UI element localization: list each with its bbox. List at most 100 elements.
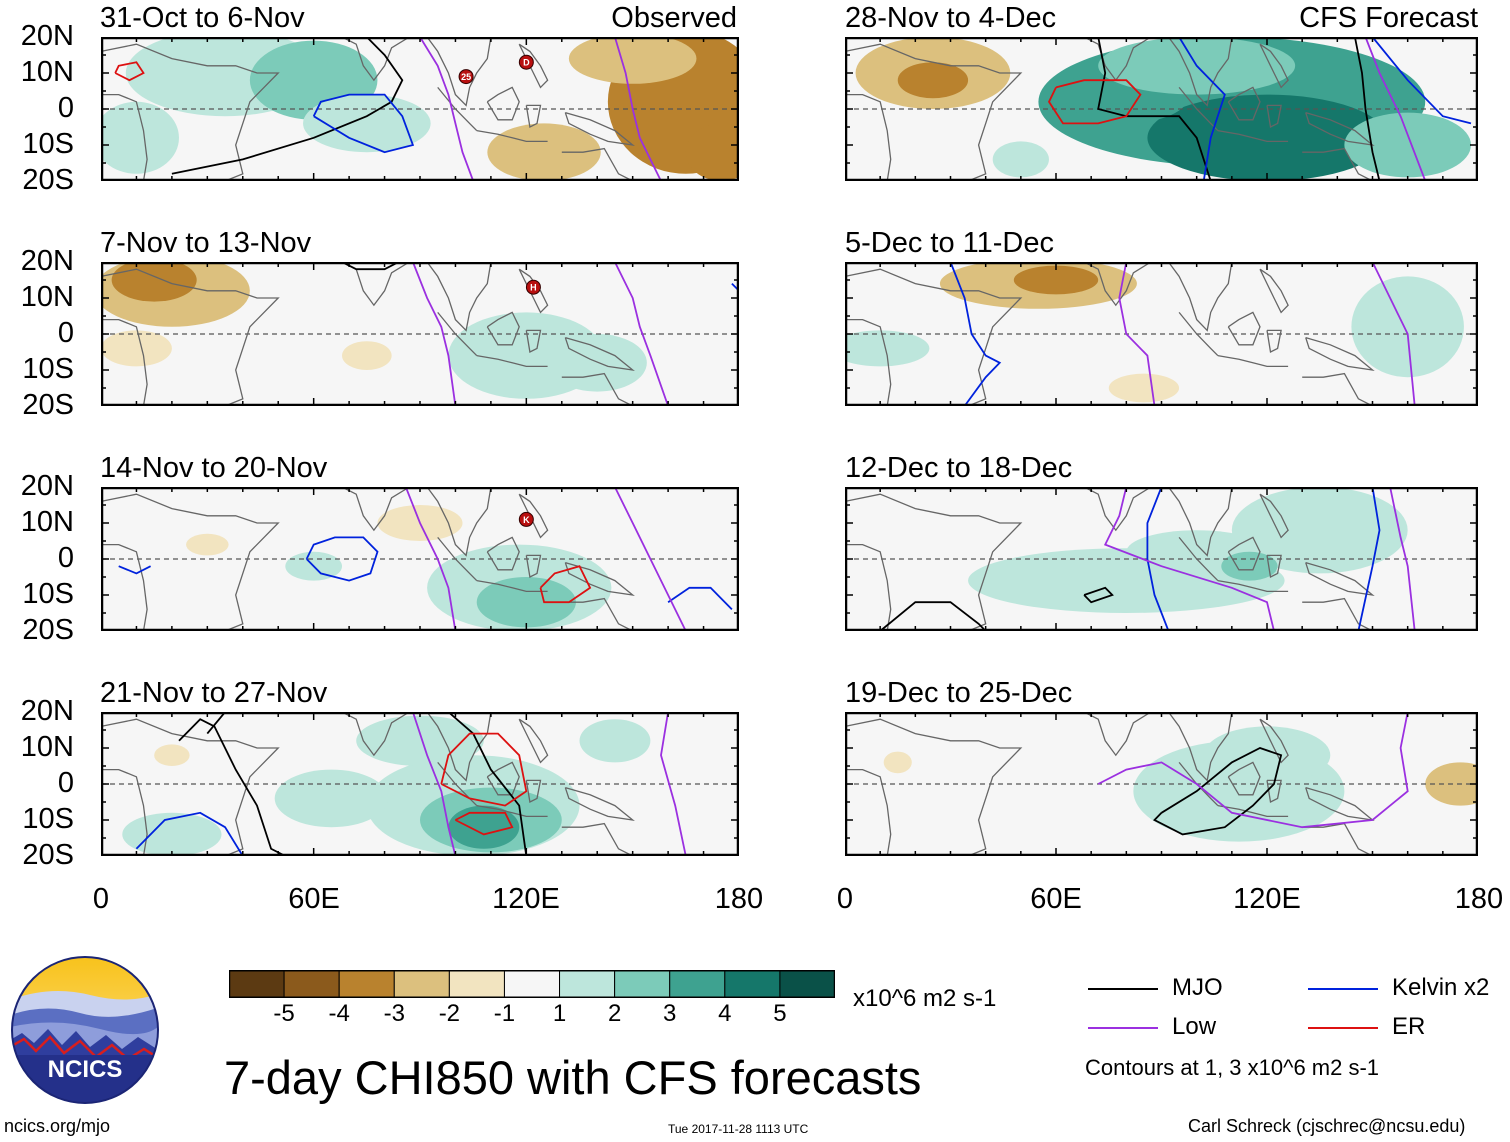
panel-tag-observed: Observed <box>611 2 737 34</box>
colorbar-swatch <box>669 970 726 998</box>
x-tick-right-180: 180 <box>1454 883 1504 915</box>
y-tick-label: 20N <box>20 245 74 277</box>
contour-line <box>135 811 244 856</box>
colorbar-label: 2 <box>607 1000 622 1027</box>
coastline <box>845 493 1023 631</box>
plot-panel-6 <box>845 262 1478 406</box>
colorbar-swatch <box>393 970 450 998</box>
panel-title-8: 19-Dec to 25-Dec <box>845 677 1073 709</box>
plot-panel-8 <box>845 712 1478 856</box>
coastline <box>1259 493 1289 539</box>
coastline <box>845 93 892 181</box>
footer-timestamp: Tue 2017-11-28 1113 UTC <box>668 1122 809 1136</box>
coastline <box>1302 147 1373 181</box>
y-tick-label: 0 <box>57 317 74 349</box>
coastline <box>486 761 520 796</box>
anomaly-region <box>1344 112 1471 178</box>
anomaly-region <box>487 123 601 181</box>
coastline <box>101 543 148 631</box>
colorbar-swatch <box>503 970 561 998</box>
colorbar-label: 1 <box>552 1000 567 1027</box>
coastline <box>101 268 280 406</box>
coastline <box>1178 761 1219 807</box>
storm-marker: 25 <box>458 69 474 85</box>
panel-title-1: 31-Oct to 6-Nov <box>100 2 305 34</box>
anomaly-region <box>1351 276 1464 378</box>
coastline <box>1305 561 1375 596</box>
coastline <box>341 487 410 532</box>
y-tick-label: 20S <box>22 839 74 871</box>
coastline <box>437 761 478 807</box>
legend-line-mjo <box>1088 988 1158 990</box>
plot-panel-1: 25 D <box>101 37 739 181</box>
svg-text:H: H <box>530 283 537 293</box>
colorbar-swatch <box>779 970 835 998</box>
coastline <box>101 43 280 181</box>
coastline <box>845 768 892 856</box>
coastline <box>426 487 492 557</box>
legend-line-low <box>1088 1027 1158 1029</box>
y-tick-label: 20N <box>20 695 74 727</box>
contour-line <box>305 536 379 582</box>
coastline <box>1217 129 1289 143</box>
contour-line <box>404 487 457 631</box>
plot-panel-3: K <box>101 487 739 631</box>
y-tick-label: 10S <box>22 128 74 160</box>
coastline <box>561 597 633 631</box>
anomaly-region <box>154 744 190 766</box>
coastline <box>845 718 1023 856</box>
anomaly-region <box>101 330 172 367</box>
contours-note: Contours at 1, 3 x10^6 m2 s-1 <box>1085 1055 1380 1080</box>
coastline <box>561 372 633 406</box>
contour-line <box>660 712 687 856</box>
coastline <box>845 543 892 631</box>
colorbar-swatch <box>229 970 285 998</box>
coastline <box>1259 43 1289 89</box>
coastline <box>525 779 542 803</box>
contour-line <box>539 565 592 604</box>
y-tick-label: 10N <box>20 56 74 88</box>
panel-title-5: 28-Nov to 4-Dec <box>845 2 1057 34</box>
coastline <box>1266 104 1282 128</box>
storm-marker: D <box>518 54 534 70</box>
coastline <box>1167 487 1233 557</box>
coastline <box>1217 804 1289 818</box>
x-tick-right-0: 0 <box>836 883 854 915</box>
contour-line <box>412 712 457 856</box>
y-tick-label: 20S <box>22 164 74 196</box>
coastline <box>1259 268 1289 314</box>
colorbar-label: 3 <box>663 1000 677 1027</box>
footer-url: ncics.org/mjo <box>4 1116 111 1136</box>
contour-line <box>171 37 404 175</box>
colorbar-swatch <box>724 970 781 998</box>
coastline <box>1178 311 1219 357</box>
contour-line <box>1146 487 1170 631</box>
contour-line <box>1371 262 1416 406</box>
panel-title-4: 21-Nov to 27-Nov <box>100 677 328 709</box>
footer-author: Carl Schreck (cjschrec@ncsu.edu) <box>1188 1116 1466 1136</box>
anomaly-region <box>122 812 222 856</box>
anomaly-region <box>476 577 576 628</box>
coastline <box>1266 779 1282 803</box>
anomaly-region <box>1203 726 1331 784</box>
colorbar-label: -1 <box>493 1000 516 1027</box>
coastline <box>525 329 542 353</box>
contour-line <box>440 732 528 807</box>
contour-line <box>1371 37 1472 125</box>
anomaly-region <box>845 330 930 367</box>
plot-panel-5 <box>845 37 1478 181</box>
colorbar-label: -5 <box>273 1000 295 1027</box>
coastline <box>1227 86 1261 121</box>
coastline <box>1305 786 1375 821</box>
contour-line <box>454 811 514 836</box>
coastline <box>525 554 542 578</box>
anomaly-region <box>547 334 647 392</box>
units-label: x10^6 m2 s-1 <box>853 985 997 1012</box>
legend-line-er <box>1308 1027 1378 1029</box>
coastline <box>564 336 635 371</box>
contour-line <box>879 601 987 631</box>
svg-text:K: K <box>523 515 530 525</box>
coastline <box>564 111 635 146</box>
anomaly-region <box>111 262 197 302</box>
coastline <box>845 43 1023 181</box>
